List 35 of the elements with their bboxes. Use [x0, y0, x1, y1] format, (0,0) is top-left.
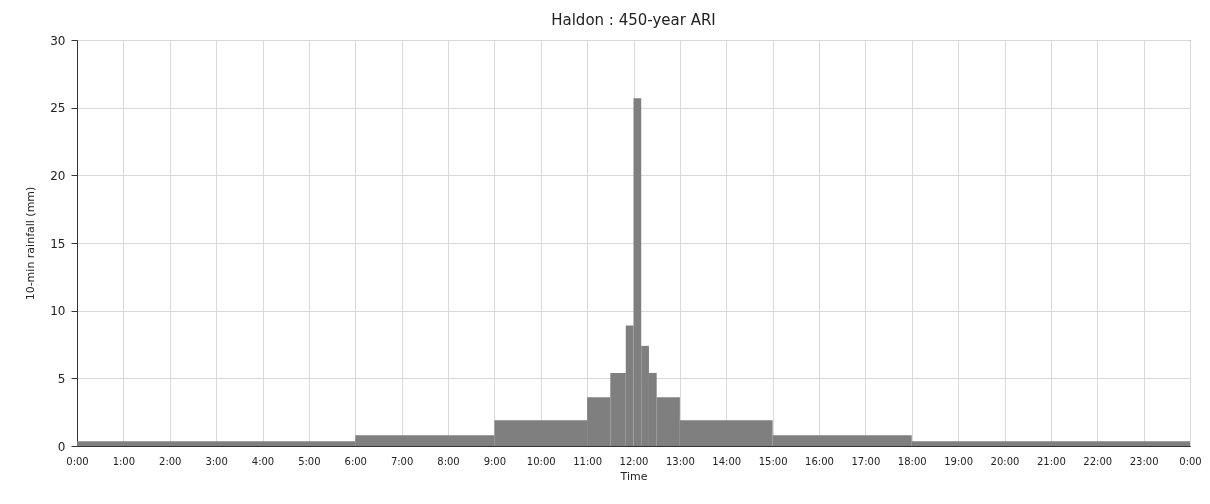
y-tick-label: 25	[50, 101, 66, 116]
y-tick-label: 5	[57, 371, 66, 386]
x-tick-label: 15:00	[758, 455, 788, 467]
x-tick-label: 16:00	[805, 455, 834, 467]
y-tick-label: 0	[57, 439, 66, 454]
x-tick-label: 1:00	[112, 455, 136, 467]
x-tick-label: 3:00	[205, 455, 228, 467]
x-tick-label: 11:00	[573, 455, 603, 467]
x-tick-label: 8:00	[437, 455, 460, 467]
x-tick-label: 12:00	[619, 455, 649, 467]
x-tick-label: 21:00	[1036, 455, 1066, 467]
x-tick-label: 20:00	[990, 455, 1020, 467]
x-tick-label: 14:00	[712, 455, 742, 467]
y-tick-label: 30	[50, 33, 66, 48]
y-tick-label: 10	[50, 304, 66, 319]
x-axis-title: Time	[619, 469, 648, 483]
x-tick-label: 0:00	[1179, 455, 1202, 467]
x-tick-label: 19:00	[944, 455, 974, 467]
x-tick-label: 10:00	[526, 455, 556, 467]
y-axis-title: 10-min rainfall (mm)	[24, 186, 38, 301]
x-tick-label: 6:00	[344, 455, 367, 467]
x-tick-label: 9:00	[483, 455, 507, 467]
chart-title: Haldon : 450-year ARI	[551, 11, 716, 29]
x-tick-label: 17:00	[851, 455, 881, 467]
y-tick-label: 15	[50, 236, 66, 251]
y-tick-label: 20	[50, 168, 66, 183]
x-tick-label: 0:00	[66, 455, 89, 467]
x-tick-label: 5:00	[298, 455, 321, 467]
x-tick-label: 22:00	[1083, 455, 1113, 467]
x-tick-label: 4:00	[251, 455, 275, 467]
x-tick-label: 18:00	[897, 455, 927, 467]
x-tick-label: 7:00	[390, 455, 414, 467]
x-tick-label: 2:00	[159, 455, 182, 467]
x-tick-label: 13:00	[665, 455, 695, 467]
x-tick-label: 23:00	[1129, 455, 1159, 467]
